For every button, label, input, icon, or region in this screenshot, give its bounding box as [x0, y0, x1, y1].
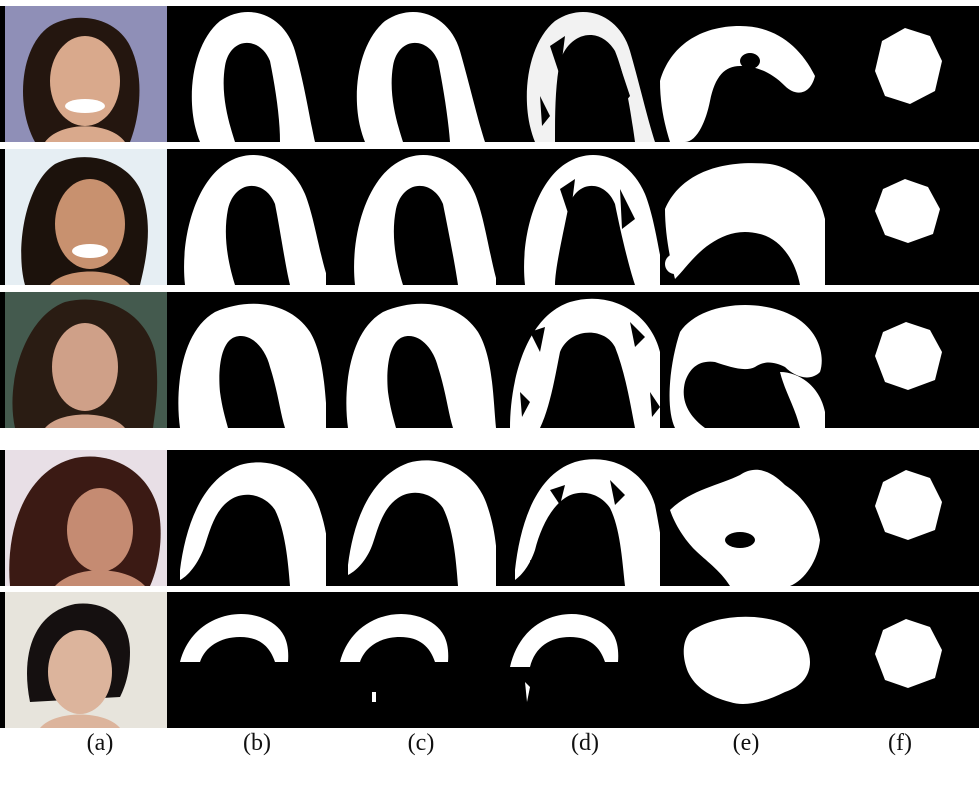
- figure-row: [0, 292, 979, 428]
- hair-mask: [340, 450, 496, 586]
- caption-c: (c): [407, 730, 435, 756]
- hair-mask: [660, 149, 830, 285]
- hair-mask: [340, 292, 496, 428]
- hair-mask: [170, 592, 326, 728]
- hair-mask: [660, 450, 830, 586]
- hair-mask: [510, 6, 666, 142]
- hair-mask: [340, 592, 496, 728]
- figure-row: [0, 592, 979, 728]
- caption-d: (d): [571, 730, 599, 756]
- hair-mask: [170, 450, 326, 586]
- hair-mask: [510, 592, 666, 728]
- face-photo: [5, 450, 167, 586]
- hair-mask: [660, 292, 830, 428]
- face-photo: [5, 6, 167, 142]
- hair-mask: [340, 149, 496, 285]
- hair-mask: [660, 6, 830, 142]
- face-photo: [5, 292, 167, 428]
- hair-mask: [830, 292, 979, 428]
- hair-mask: [830, 6, 979, 142]
- hair-mask: [170, 149, 326, 285]
- figure-row: [0, 149, 979, 285]
- hair-mask: [510, 450, 666, 586]
- caption-e: (e): [732, 730, 760, 756]
- hair-mask: [830, 149, 979, 285]
- caption-b: (b): [243, 730, 271, 756]
- caption-a: (a): [86, 730, 114, 756]
- face-photo: [5, 149, 167, 285]
- hair-mask: [170, 292, 326, 428]
- figure-row: [0, 450, 979, 586]
- hair-mask: [340, 6, 496, 142]
- figure-row: [0, 6, 979, 142]
- hair-mask: [510, 292, 666, 428]
- hair-mask: [510, 149, 666, 285]
- caption-f: (f): [888, 730, 912, 756]
- hair-mask: [660, 592, 830, 728]
- face-photo: [5, 592, 167, 728]
- hair-mask: [830, 450, 979, 586]
- hair-mask: [170, 6, 326, 142]
- hair-mask: [830, 592, 979, 728]
